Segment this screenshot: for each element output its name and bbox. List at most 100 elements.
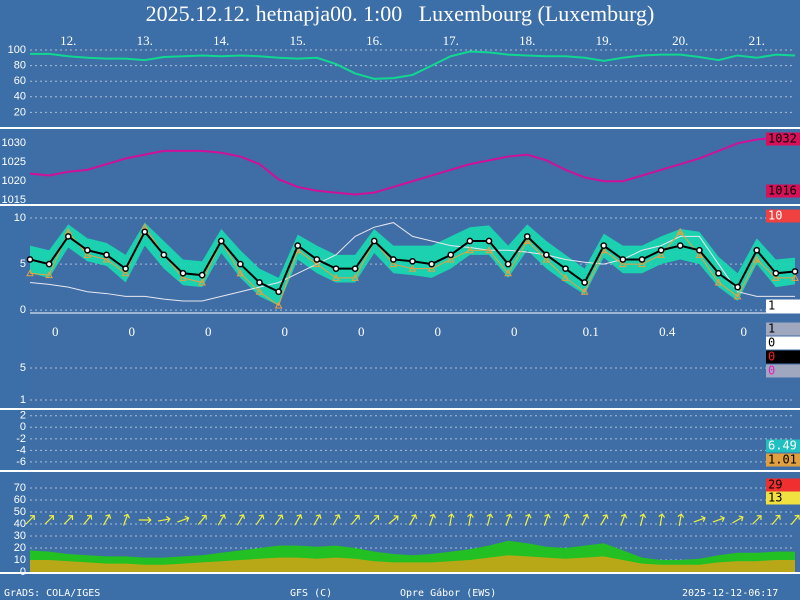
point-marker: [198, 278, 206, 286]
point-marker: [446, 255, 455, 263]
point-marker: [256, 279, 263, 286]
wind-arrow: [294, 514, 303, 526]
point-marker: [542, 255, 551, 263]
point-marker: [581, 279, 588, 286]
point-marker: [466, 237, 474, 245]
wind-arrow: [44, 515, 54, 525]
point-marker: [179, 273, 187, 281]
value-box: [766, 336, 800, 350]
point-marker: [408, 264, 417, 272]
wind-arrow: [752, 515, 762, 525]
point-marker: [332, 265, 340, 273]
point-marker: [733, 292, 742, 300]
point-marker: [313, 256, 321, 263]
wind-arrow: [123, 513, 131, 526]
series-line: [29, 136, 796, 196]
wind-arrow: [658, 513, 666, 527]
series-area: [30, 555, 795, 572]
panel-separators: [0, 127, 800, 574]
value-box: [766, 184, 800, 198]
point-marker: [102, 255, 111, 263]
point-marker: [676, 227, 685, 235]
wind-arrow: [63, 515, 74, 525]
value-box-label: 1.01: [768, 453, 797, 467]
y-tick-label: 50: [14, 506, 26, 518]
footer-text: GFS (C): [290, 588, 332, 599]
value-box: [766, 491, 800, 505]
point-marker: [466, 246, 474, 254]
point-marker: [103, 251, 110, 259]
wind-arrow: [350, 514, 360, 525]
value-box: [766, 439, 800, 453]
value-box: [766, 209, 800, 223]
value-box-label: 0: [768, 336, 775, 350]
point-marker: [26, 269, 34, 277]
point-marker: [753, 246, 761, 254]
point-marker: [715, 269, 722, 277]
x-tick-label: 18.: [519, 33, 535, 48]
wind-arrow: [332, 514, 341, 526]
point-marker: [198, 271, 206, 279]
point-marker: [504, 269, 512, 277]
value-box: [766, 350, 800, 364]
value-box-label: 29: [768, 478, 782, 492]
daily-total: 0: [205, 324, 212, 339]
wind-arrow: [524, 513, 532, 526]
point-marker: [427, 264, 436, 272]
point-marker: [485, 237, 493, 245]
y-tick-label: 10: [14, 554, 26, 566]
point-marker: [791, 273, 799, 281]
point-marker: [332, 273, 340, 281]
footer-text: GrADS: COLA/IGES: [4, 588, 100, 599]
point-marker: [217, 237, 225, 245]
point-marker: [752, 255, 761, 263]
x-tick-label: 12.: [60, 33, 76, 48]
daily-total: 0: [511, 324, 518, 339]
wind-arrow: [197, 514, 207, 525]
y-tick-label: 5: [20, 362, 26, 374]
wind-arrow: [712, 515, 725, 523]
wind-arrow: [369, 515, 380, 525]
y-tick-label: 70: [14, 482, 26, 494]
point-marker: [390, 256, 397, 263]
wind-arrow: [486, 513, 494, 526]
wind-arrow: [177, 515, 190, 523]
x-tick-label: 20.: [672, 33, 688, 48]
y-tick-label: 40: [14, 518, 26, 530]
wind-arrow: [83, 514, 93, 525]
y-tick-label: 30: [14, 530, 26, 542]
y-tick-label: 0: [20, 566, 26, 578]
point-marker: [64, 233, 72, 240]
point-marker: [695, 250, 704, 258]
daily-total: 0: [129, 324, 136, 339]
y-tick-label: 40: [14, 91, 26, 103]
value-box-label: 0: [768, 364, 775, 378]
value-box-label: 1032: [768, 132, 797, 146]
wind-arrow: [732, 515, 744, 524]
x-tick-label: 14.: [213, 33, 229, 48]
y-tick-label: 0: [20, 421, 26, 433]
point-marker: [409, 257, 416, 265]
x-tick-label: 15.: [290, 33, 306, 48]
wind-arrow: [236, 514, 246, 526]
y-tick-label: 1: [20, 394, 26, 406]
wind-arrow: [157, 516, 171, 523]
wind-arrow: [562, 513, 570, 526]
value-box: [766, 478, 800, 492]
y-tick-label: 60: [14, 75, 26, 87]
point-marker: [141, 228, 149, 236]
wind-arrow: [790, 514, 800, 525]
point-marker: [370, 237, 378, 245]
value-box: [766, 299, 800, 313]
point-marker: [83, 250, 92, 258]
point-marker: [676, 242, 684, 249]
daily-total: 0: [282, 324, 289, 339]
value-box-label: 1016: [768, 184, 797, 198]
footer-text: 2025-12-12-06:17: [682, 588, 778, 599]
y-tick-label: 80: [14, 60, 26, 72]
point-marker: [504, 260, 512, 268]
point-marker: [485, 246, 493, 254]
x-tick-label: 13.: [137, 33, 153, 48]
footer-text: Opre Gábor (EWS): [400, 587, 496, 599]
